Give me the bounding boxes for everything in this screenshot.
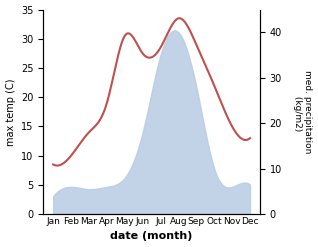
Y-axis label: med. precipitation
 (kg/m2): med. precipitation (kg/m2) <box>293 70 313 154</box>
X-axis label: date (month): date (month) <box>110 231 193 242</box>
Y-axis label: max temp (C): max temp (C) <box>5 78 16 145</box>
